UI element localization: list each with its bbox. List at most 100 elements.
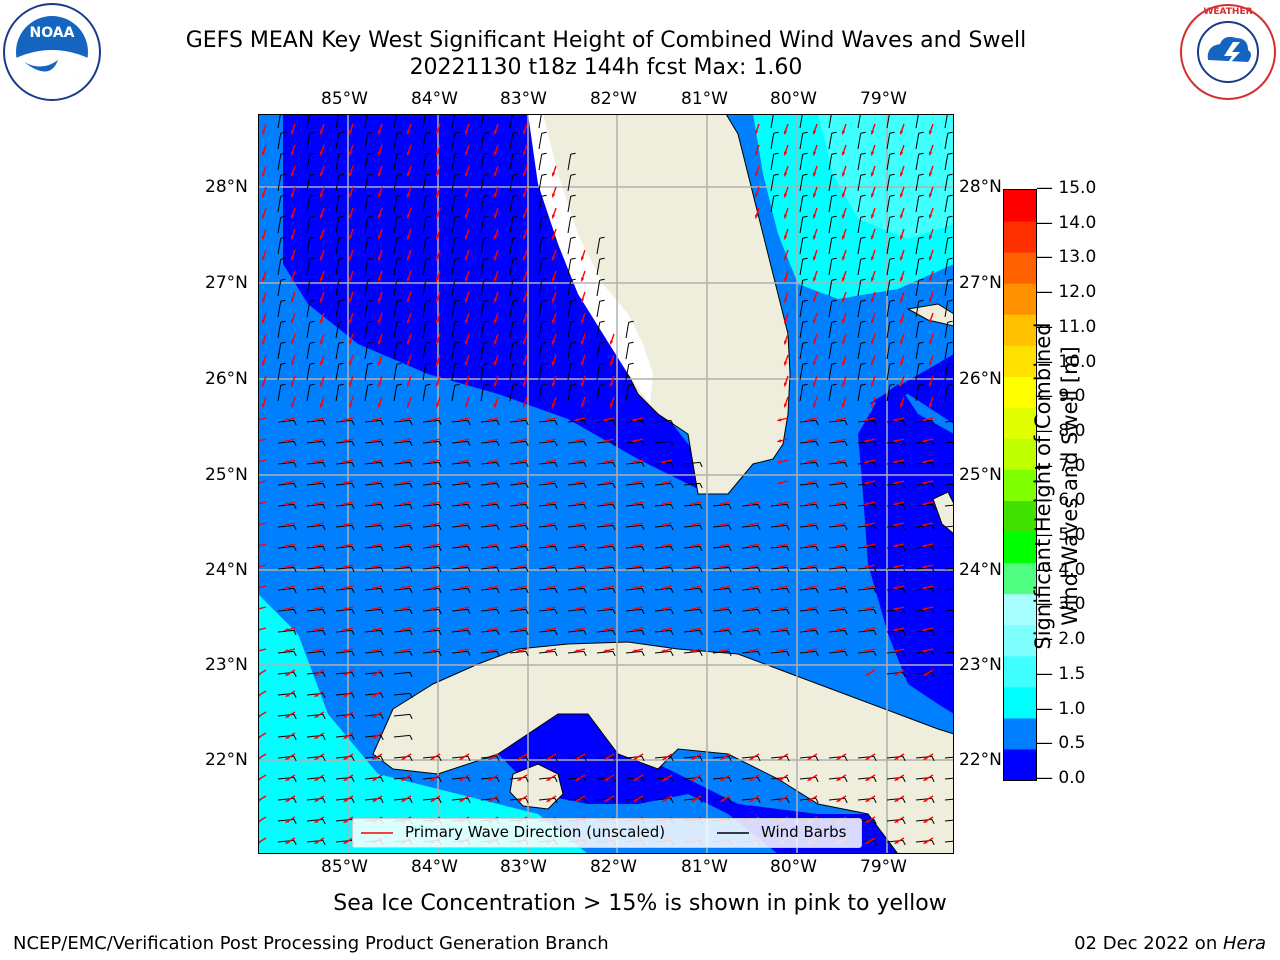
wind-barb bbox=[944, 546, 954, 549]
wind-barb-feather bbox=[802, 299, 808, 302]
wave-direction-arrowhead bbox=[343, 819, 348, 823]
wind-barb-feather bbox=[815, 609, 819, 615]
wave-direction-arrowhead bbox=[372, 798, 377, 802]
wind-barb-feather bbox=[380, 546, 384, 552]
wind-barb bbox=[509, 322, 514, 339]
wave-direction-arrowhead bbox=[284, 586, 289, 590]
wind-barb-feather bbox=[641, 756, 645, 762]
wave-direction-arrowhead bbox=[835, 523, 840, 527]
wind-barb bbox=[277, 280, 282, 297]
wave-direction-arrowhead bbox=[783, 151, 788, 156]
wind-barb-feather bbox=[380, 735, 384, 741]
wind-barb-feather bbox=[512, 320, 518, 323]
wave-direction-arrowhead bbox=[348, 361, 353, 366]
wave-direction-arrowhead bbox=[923, 840, 928, 844]
wind-barb-feather bbox=[873, 819, 877, 825]
wind-barb bbox=[828, 322, 833, 339]
wind-barb bbox=[335, 461, 352, 465]
wind-barb-feather bbox=[454, 194, 460, 197]
wind-barb-feather bbox=[541, 320, 547, 323]
wave-direction-arrowhead bbox=[807, 777, 812, 781]
wind-barb bbox=[393, 385, 398, 402]
wind-barb bbox=[335, 385, 340, 402]
wave-direction-arrowhead bbox=[377, 130, 382, 135]
wave-direction-arrowhead bbox=[522, 361, 527, 366]
colorbar-tick-label: — 9.0 bbox=[1036, 386, 1086, 407]
wave-direction-arrowhead bbox=[690, 544, 695, 548]
wave-direction-arrowhead bbox=[894, 819, 899, 823]
wind-barb-feather bbox=[438, 777, 442, 783]
wind-barb bbox=[451, 238, 456, 255]
wind-barb bbox=[799, 322, 804, 339]
wave-direction-arrowhead bbox=[429, 607, 434, 611]
wave-height-map[interactable] bbox=[258, 114, 954, 854]
wind-barb-feather bbox=[309, 341, 315, 344]
wind-barb-feather bbox=[380, 714, 384, 720]
wave-direction-arrowhead bbox=[342, 439, 347, 443]
wave-direction-arrowhead bbox=[313, 481, 318, 485]
wind-barb-feather bbox=[583, 483, 587, 489]
wave-direction-arrowhead bbox=[632, 544, 637, 548]
wind-barb-feather bbox=[554, 546, 558, 552]
wind-barb-feather bbox=[425, 278, 431, 281]
wind-barb bbox=[451, 175, 456, 192]
wave-direction-arrowhead bbox=[458, 586, 463, 590]
wind-barb-feather bbox=[467, 546, 471, 552]
wind-barb-feather bbox=[454, 383, 460, 386]
wave-direction-arrowhead bbox=[893, 418, 898, 422]
wave-direction-arrowhead bbox=[430, 777, 435, 781]
wave-direction-arrowhead bbox=[580, 403, 585, 408]
wave-direction-arrow bbox=[258, 480, 267, 484]
wave-direction-arrowhead bbox=[551, 277, 556, 282]
wave-direction-arrowhead bbox=[343, 735, 348, 739]
wind-barb-feather bbox=[773, 131, 779, 134]
wave-direction-arrowhead bbox=[435, 277, 440, 282]
lon-label-bottom: 81°W bbox=[681, 857, 728, 877]
wind-barb-feather bbox=[367, 362, 373, 365]
wind-barb-feather bbox=[380, 609, 384, 615]
wind-barb bbox=[451, 364, 456, 381]
wind-barb bbox=[944, 504, 954, 507]
wind-barb bbox=[857, 343, 862, 360]
wave-direction-arrowhead bbox=[841, 256, 846, 261]
wind-barb-feather bbox=[554, 651, 558, 657]
wind-barb-feather bbox=[889, 215, 895, 218]
wave-direction-arrowhead bbox=[603, 418, 608, 422]
wave-direction-arrowhead bbox=[661, 649, 666, 653]
colorbar-segment bbox=[1004, 190, 1036, 222]
wind-barb-feather bbox=[409, 798, 413, 804]
wave-direction-arrowhead bbox=[493, 235, 498, 240]
wave-direction-arrowhead bbox=[865, 798, 870, 802]
wind-barb bbox=[306, 566, 323, 570]
wave-direction-arrowhead bbox=[580, 382, 585, 387]
wind-barb bbox=[886, 154, 891, 171]
wind-barb bbox=[944, 196, 949, 213]
wind-barb bbox=[538, 364, 543, 381]
wind-barb bbox=[480, 280, 485, 297]
wind-barb bbox=[567, 385, 572, 402]
wind-barb bbox=[538, 280, 543, 297]
lat-label-right: 28°N bbox=[959, 177, 1002, 197]
wave-direction-arrowhead bbox=[812, 256, 817, 261]
wave-direction-arrowhead bbox=[720, 777, 725, 781]
wave-direction-arrowhead bbox=[928, 340, 933, 345]
wave-direction-arrowhead bbox=[812, 403, 817, 408]
wind-barb-feather bbox=[889, 131, 895, 134]
wind-barb-feather bbox=[554, 630, 558, 636]
wind-barb-feather bbox=[815, 483, 819, 489]
wind-barb-feather bbox=[367, 320, 373, 323]
wind-barb-feather bbox=[802, 215, 808, 218]
wave-direction-arrowhead bbox=[783, 214, 788, 219]
wave-direction-arrowhead bbox=[372, 693, 377, 697]
wind-barb-feather bbox=[396, 278, 402, 281]
footer-right: 02 Dec 2022 on Hera bbox=[1074, 933, 1266, 954]
wave-direction-arrowhead bbox=[372, 756, 377, 760]
wind-barb bbox=[625, 650, 642, 654]
wave-direction-arrowhead bbox=[314, 693, 319, 697]
wind-barb-feather bbox=[947, 278, 953, 281]
wave-direction-arrowhead bbox=[371, 607, 376, 611]
wind-barb-feather bbox=[902, 483, 906, 489]
wind-barb-feather bbox=[280, 341, 286, 344]
wind-barb-feather bbox=[525, 567, 529, 573]
wind-barb bbox=[422, 566, 439, 570]
